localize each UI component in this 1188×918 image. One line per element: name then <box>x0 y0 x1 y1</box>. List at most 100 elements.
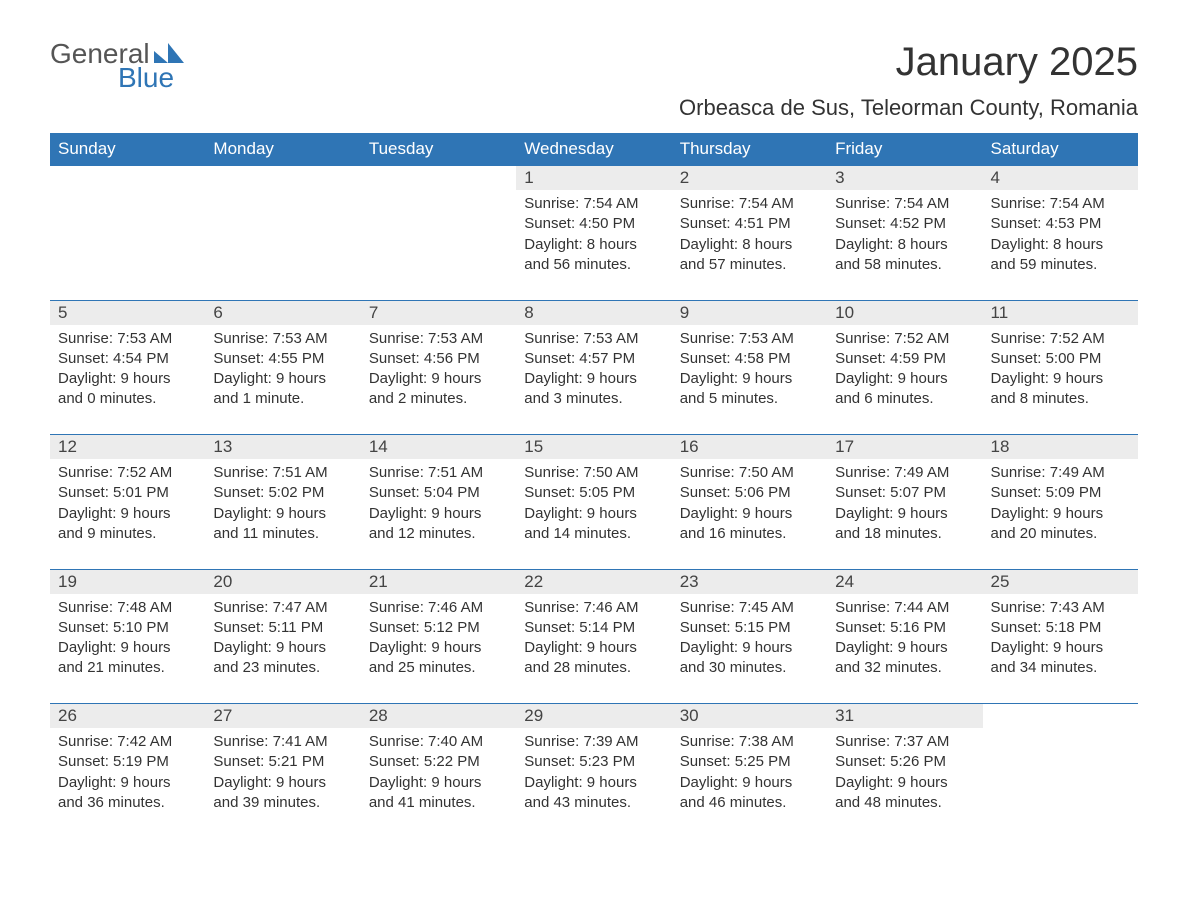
content-row: Sunrise: 7:42 AMSunset: 5:19 PMDaylight:… <box>50 728 1138 838</box>
day-sunset: Sunset: 4:50 PM <box>524 214 663 234</box>
day-d1: Daylight: 9 hours <box>991 369 1130 389</box>
day-sunset: Sunset: 4:52 PM <box>835 214 974 234</box>
day-number: 2 <box>672 166 827 191</box>
day-d1: Daylight: 9 hours <box>369 638 508 658</box>
day-number: 27 <box>205 704 360 729</box>
day-d1: Daylight: 9 hours <box>991 504 1130 524</box>
day-content: Sunrise: 7:53 AMSunset: 4:57 PMDaylight:… <box>516 325 671 435</box>
day-d2: and 36 minutes. <box>58 793 197 813</box>
day-d1: Daylight: 8 hours <box>991 235 1130 255</box>
day-sunset: Sunset: 4:55 PM <box>213 349 352 369</box>
day-d1: Daylight: 9 hours <box>213 504 352 524</box>
day-sunrise: Sunrise: 7:44 AM <box>835 598 974 618</box>
content-row: Sunrise: 7:54 AM Sunset: 4:50 PM Daylight:… <box>50 190 1138 300</box>
day-number: 10 <box>827 300 982 325</box>
logo: General Blue <box>50 40 184 92</box>
weekday-header-row: Sunday Monday Tuesday Wednesday Thursday… <box>50 133 1138 166</box>
day-sunset: Sunset: 5:23 PM <box>524 752 663 772</box>
day-content: Sunrise: 7:49 AMSunset: 5:09 PMDaylight:… <box>983 459 1138 569</box>
day-d2: and 16 minutes. <box>680 524 819 544</box>
day-content: Sunrise: 7:50 AMSunset: 5:06 PMDaylight:… <box>672 459 827 569</box>
day-content: Sunrise: 7:52 AMSunset: 5:01 PMDaylight:… <box>50 459 205 569</box>
day-sunrise: Sunrise: 7:39 AM <box>524 732 663 752</box>
day-d2: and 18 minutes. <box>835 524 974 544</box>
day-sunrise: Sunrise: 7:49 AM <box>835 463 974 483</box>
day-d1: Daylight: 9 hours <box>524 504 663 524</box>
day-sunset: Sunset: 5:00 PM <box>991 349 1130 369</box>
day-sunrise: Sunrise: 7:46 AM <box>369 598 508 618</box>
day-number: 21 <box>361 569 516 594</box>
day-sunset: Sunset: 4:53 PM <box>991 214 1130 234</box>
day-sunset: Sunset: 5:05 PM <box>524 483 663 503</box>
day-number: 12 <box>50 435 205 460</box>
day-sunset: Sunset: 5:04 PM <box>369 483 508 503</box>
day-content: Sunrise: 7:38 AMSunset: 5:25 PMDaylight:… <box>672 728 827 838</box>
day-content: Sunrise: 7:54 AMSunset: 4:53 PMDaylight:… <box>983 190 1138 300</box>
day-sunrise: Sunrise: 7:54 AM <box>991 194 1130 214</box>
day-d1: Daylight: 9 hours <box>58 773 197 793</box>
daynum-row: 1234 <box>50 166 1138 191</box>
day-d2: and 11 minutes. <box>213 524 352 544</box>
day-number: 11 <box>983 300 1138 325</box>
day-d1: Daylight: 9 hours <box>524 638 663 658</box>
day-d1: Daylight: 9 hours <box>991 638 1130 658</box>
day-sunrise: Sunrise: 7:52 AM <box>991 329 1130 349</box>
day-number: 4 <box>983 166 1138 191</box>
day-d2: and 39 minutes. <box>213 793 352 813</box>
day-number: 7 <box>361 300 516 325</box>
day-number: 1 <box>516 166 671 191</box>
day-sunset: Sunset: 5:18 PM <box>991 618 1130 638</box>
day-sunset: Sunset: 5:22 PM <box>369 752 508 772</box>
day-number: 23 <box>672 569 827 594</box>
day-content: Sunrise: 7:44 AMSunset: 5:16 PMDaylight:… <box>827 594 982 704</box>
day-number: 9 <box>672 300 827 325</box>
day-content: Sunrise: 7:54 AMSunset: 4:51 PMDaylight:… <box>672 190 827 300</box>
day-d2: and 48 minutes. <box>835 793 974 813</box>
day-number: 16 <box>672 435 827 460</box>
logo-word2: Blue <box>50 64 184 92</box>
day-content: Sunrise: 7:50 AMSunset: 5:05 PMDaylight:… <box>516 459 671 569</box>
day-content: Sunrise: 7:51 AMSunset: 5:02 PMDaylight:… <box>205 459 360 569</box>
day-d1: Daylight: 9 hours <box>369 773 508 793</box>
day-d1: Daylight: 9 hours <box>58 369 197 389</box>
day-sunset: Sunset: 5:21 PM <box>213 752 352 772</box>
content-row: Sunrise: 7:52 AMSunset: 5:01 PM Daylight:… <box>50 459 1138 569</box>
day-number: 28 <box>361 704 516 729</box>
daynum-row: 567891011 <box>50 300 1138 325</box>
day-d2: and 6 minutes. <box>835 389 974 409</box>
day-sunset: Sunset: 5:26 PM <box>835 752 974 772</box>
day-number: 26 <box>50 704 205 729</box>
day-sunset: Sunset: 5:09 PM <box>991 483 1130 503</box>
day-sunrise: Sunrise: 7:42 AM <box>58 732 197 752</box>
daynum-row: 262728293031 <box>50 704 1138 729</box>
day-sunset: Sunset: 5:01 PM <box>58 483 197 503</box>
day-sunset: Sunset: 4:51 PM <box>680 214 819 234</box>
day-content: Sunrise: 7:54 AMSunset: 4:52 PMDaylight:… <box>827 190 982 300</box>
day-sunset: Sunset: 5:25 PM <box>680 752 819 772</box>
title-block: January 2025 Orbeasca de Sus, Teleorman … <box>679 40 1138 121</box>
day-d2: and 12 minutes. <box>369 524 508 544</box>
day-content: Sunrise: 7:49 AMSunset: 5:07 PMDaylight:… <box>827 459 982 569</box>
weekday-header: Tuesday <box>361 133 516 166</box>
day-d2: and 57 minutes. <box>680 255 819 275</box>
day-d2: and 3 minutes. <box>524 389 663 409</box>
day-content: Sunrise: 7:51 AMSunset: 5:04 PMDaylight:… <box>361 459 516 569</box>
day-d2: and 5 minutes. <box>680 389 819 409</box>
day-number: 25 <box>983 569 1138 594</box>
calendar-body: 1234Sunrise: 7:54 AMSunset: 4:50 PMDayli… <box>50 166 1138 839</box>
day-d2: and 32 minutes. <box>835 658 974 678</box>
day-sunrise: Sunrise: 7:52 AM <box>58 463 197 483</box>
day-number: 30 <box>672 704 827 729</box>
day-number: 14 <box>361 435 516 460</box>
day-d2: and 41 minutes. <box>369 793 508 813</box>
day-sunset: Sunset: 5:16 PM <box>835 618 974 638</box>
day-sunrise: Sunrise: 7:48 AM <box>58 598 197 618</box>
day-number: 8 <box>516 300 671 325</box>
day-content: Sunrise: 7:52 AMSunset: 5:00 PMDaylight:… <box>983 325 1138 435</box>
day-number: 22 <box>516 569 671 594</box>
empty-daynum <box>361 166 516 191</box>
day-d1: Daylight: 9 hours <box>680 369 819 389</box>
day-sunset: Sunset: 5:12 PM <box>369 618 508 638</box>
day-sunrise: Sunrise: 7:53 AM <box>369 329 508 349</box>
day-sunrise: Sunrise: 7:54 AM <box>835 194 974 214</box>
